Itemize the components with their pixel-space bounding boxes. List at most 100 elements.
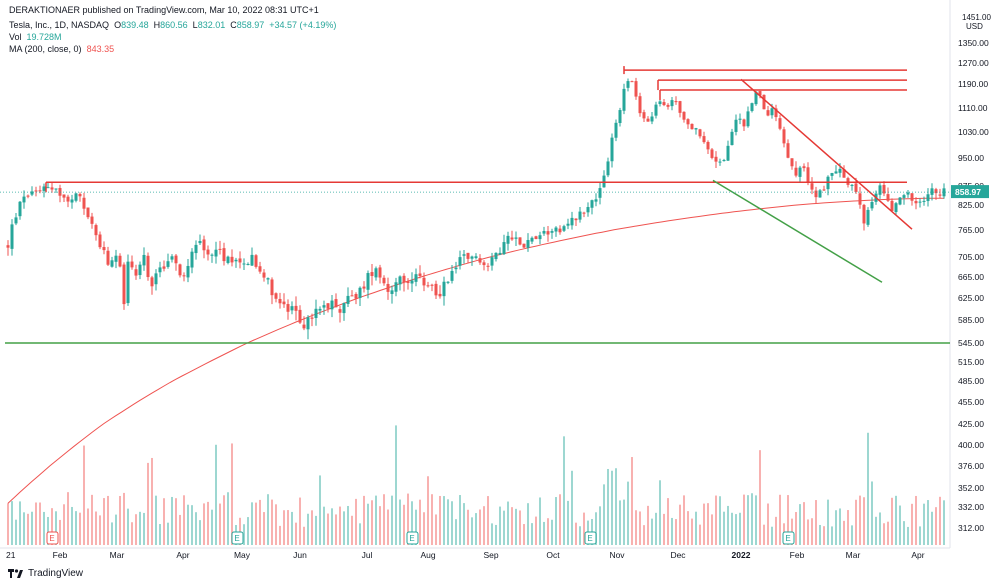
volume-bar bbox=[643, 525, 645, 545]
candles bbox=[6, 77, 946, 340]
volume-bar bbox=[7, 503, 9, 545]
candle-body bbox=[6, 245, 10, 248]
close-label: C bbox=[230, 20, 237, 30]
candle-body bbox=[298, 309, 302, 323]
volume-bar bbox=[175, 498, 177, 545]
open-label: O bbox=[114, 20, 122, 30]
candle-body bbox=[790, 158, 794, 167]
candle-body bbox=[502, 242, 506, 255]
candle-body bbox=[690, 123, 694, 130]
candle-body bbox=[846, 178, 850, 185]
volume-bar bbox=[771, 526, 773, 545]
volume-bar bbox=[343, 511, 345, 545]
tradingview-logo[interactable]: TradingView bbox=[8, 568, 83, 579]
time-tick-label: Apr bbox=[911, 550, 924, 560]
volume-bar bbox=[539, 497, 541, 545]
volume-bar bbox=[71, 506, 73, 545]
candle-body bbox=[742, 119, 746, 127]
candle-body bbox=[610, 137, 614, 162]
volume-bar bbox=[351, 515, 353, 545]
volume-bar bbox=[647, 505, 649, 545]
volume-bar bbox=[919, 526, 921, 545]
moving-average-line bbox=[7, 197, 944, 504]
ma-value: 843.35 bbox=[86, 44, 115, 54]
candle-body bbox=[450, 270, 454, 281]
volume-bar bbox=[627, 481, 629, 545]
candle-body bbox=[786, 143, 790, 158]
volume-bar bbox=[399, 499, 401, 545]
volume-bar bbox=[483, 506, 485, 545]
volume-bar bbox=[659, 480, 661, 545]
candle-body bbox=[402, 275, 406, 283]
volume-bar bbox=[851, 525, 853, 545]
candle-body bbox=[358, 287, 362, 298]
price-tick-label: 425.00 bbox=[958, 419, 984, 429]
candle-body bbox=[838, 168, 842, 173]
candle-body bbox=[894, 203, 898, 212]
candle-body bbox=[22, 196, 26, 203]
volume-bar bbox=[931, 511, 933, 545]
volume-bar bbox=[779, 494, 781, 545]
volume-bar bbox=[295, 522, 297, 545]
volume-bar bbox=[499, 506, 501, 545]
candle-body bbox=[930, 188, 934, 195]
volume-bar bbox=[135, 514, 137, 545]
volume-bar bbox=[555, 497, 557, 545]
candle-body bbox=[862, 204, 866, 224]
candle-body bbox=[366, 273, 370, 290]
candle-body bbox=[126, 261, 130, 304]
candle-body bbox=[674, 101, 678, 103]
volume-bar bbox=[355, 498, 357, 545]
volume-bar bbox=[903, 521, 905, 545]
volume-bar bbox=[523, 524, 525, 545]
volume-bar bbox=[475, 513, 477, 545]
volume-bar bbox=[755, 495, 757, 545]
candle-body bbox=[114, 255, 118, 262]
volume-bar bbox=[375, 495, 377, 545]
volume-bar bbox=[507, 501, 509, 545]
candle-body bbox=[306, 317, 310, 330]
volume-bar bbox=[747, 495, 749, 545]
volume-bar bbox=[819, 524, 821, 545]
price-tick-top: 1451.00 bbox=[962, 13, 991, 22]
candle-body bbox=[322, 305, 326, 308]
volume-bar bbox=[271, 499, 273, 545]
volume-bar bbox=[531, 523, 533, 545]
volume-bar bbox=[223, 495, 225, 545]
earnings-marker-label: E bbox=[785, 534, 790, 543]
candle-body bbox=[722, 160, 726, 162]
candle-body bbox=[254, 255, 258, 267]
candle-body bbox=[346, 295, 350, 304]
volume-bar bbox=[927, 500, 929, 545]
volume-bars bbox=[7, 425, 945, 545]
candle-body bbox=[270, 279, 274, 296]
volume-bar bbox=[863, 497, 865, 545]
volume-bar bbox=[187, 504, 189, 545]
price-tick-label: 1350.00 bbox=[958, 38, 989, 48]
candle-body bbox=[282, 301, 286, 305]
candle-body bbox=[518, 237, 522, 245]
candle-body bbox=[842, 169, 846, 178]
candle-body bbox=[766, 110, 770, 116]
candle-body bbox=[514, 237, 518, 239]
price-tick-label: 665.00 bbox=[958, 272, 984, 282]
volume-legend: Vol 19.728M bbox=[9, 32, 62, 42]
volume-bar bbox=[623, 499, 625, 545]
candle-body bbox=[434, 283, 438, 296]
volume-bar bbox=[699, 524, 701, 545]
volume-bar bbox=[679, 504, 681, 545]
volume-bar bbox=[255, 502, 257, 545]
candle-body bbox=[898, 197, 902, 205]
volume-bar bbox=[203, 503, 205, 545]
candle-body bbox=[318, 308, 322, 311]
candle-body bbox=[678, 101, 682, 113]
volume-bar bbox=[303, 526, 305, 545]
candle-body bbox=[710, 149, 714, 158]
price-tick-label: 352.00 bbox=[958, 483, 984, 493]
price-tick-label: 625.00 bbox=[958, 293, 984, 303]
volume-bar bbox=[211, 509, 213, 545]
candle-body bbox=[886, 194, 890, 201]
price-tick-label: 1270.00 bbox=[958, 58, 989, 68]
candle-body bbox=[782, 129, 786, 144]
